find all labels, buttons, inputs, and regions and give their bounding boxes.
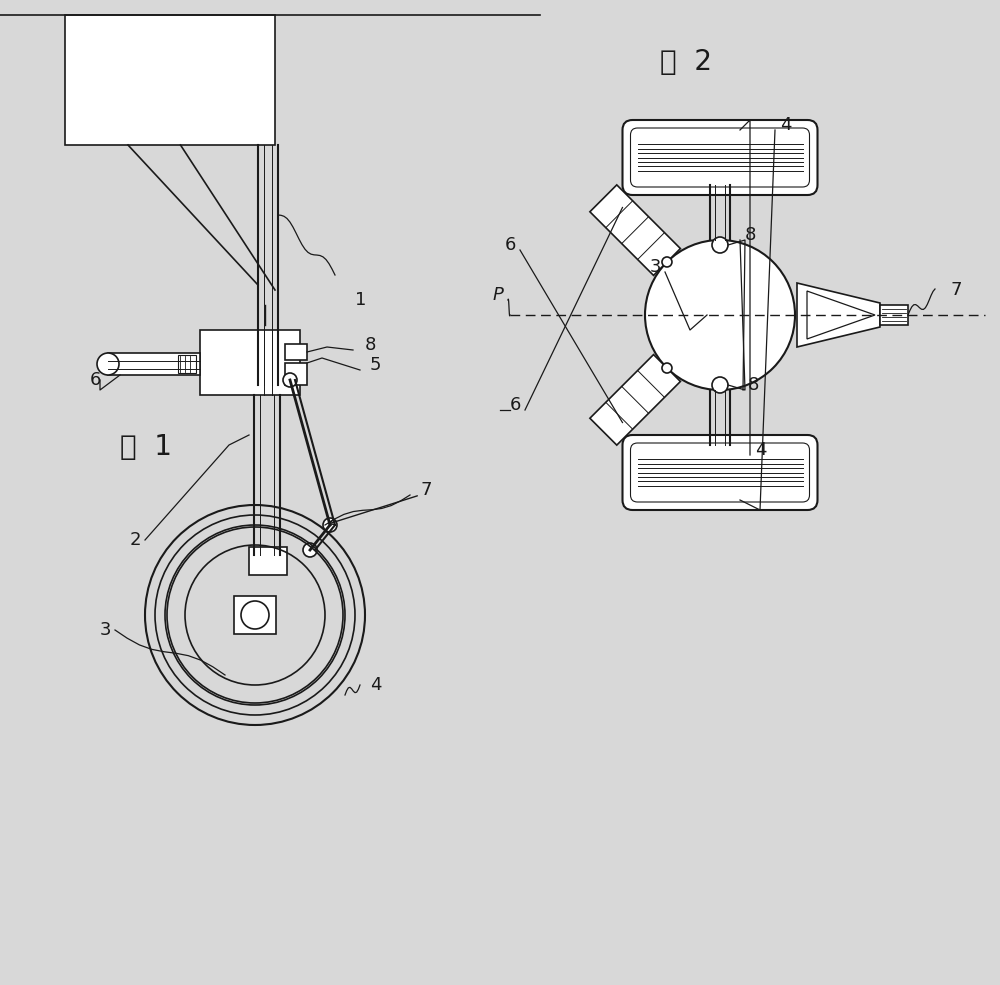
Text: 7: 7 [950, 281, 962, 299]
Text: 3: 3 [650, 258, 662, 276]
FancyBboxPatch shape [622, 120, 818, 195]
Text: 图  2: 图 2 [660, 48, 712, 76]
Bar [65, 15, 275, 145]
Bar [200, 330, 300, 395]
Bar [285, 344, 307, 360]
Text: 8: 8 [748, 376, 759, 394]
Text: 4: 4 [755, 441, 767, 459]
Bar [249, 547, 287, 575]
Bar [178, 355, 196, 373]
Circle shape [712, 237, 728, 253]
Circle shape [303, 543, 317, 557]
Circle shape [662, 363, 672, 373]
Text: 1: 1 [355, 291, 366, 309]
Circle shape [645, 240, 795, 390]
Polygon shape [590, 355, 680, 445]
Text: 8: 8 [745, 226, 756, 244]
Text: 3: 3 [100, 621, 112, 639]
Text: 8: 8 [365, 336, 376, 354]
Text: 5: 5 [370, 356, 382, 374]
Circle shape [712, 377, 728, 393]
Text: 4: 4 [780, 116, 792, 134]
Text: 4: 4 [370, 676, 382, 694]
Bar [234, 596, 276, 634]
Text: 6: 6 [505, 236, 516, 254]
Bar [108, 353, 200, 375]
Bar [880, 305, 908, 325]
Circle shape [283, 373, 297, 387]
Circle shape [323, 518, 337, 532]
Circle shape [97, 353, 119, 375]
Text: 6: 6 [90, 371, 101, 389]
Polygon shape [797, 283, 880, 347]
Polygon shape [590, 185, 680, 276]
Text: 图  1: 图 1 [120, 433, 172, 461]
Bar [285, 363, 307, 385]
Circle shape [662, 257, 672, 267]
Text: P: P [493, 286, 504, 304]
FancyBboxPatch shape [622, 435, 818, 510]
Text: 7: 7 [420, 481, 432, 499]
Text: 2: 2 [130, 531, 142, 549]
Text: 6: 6 [510, 396, 521, 414]
